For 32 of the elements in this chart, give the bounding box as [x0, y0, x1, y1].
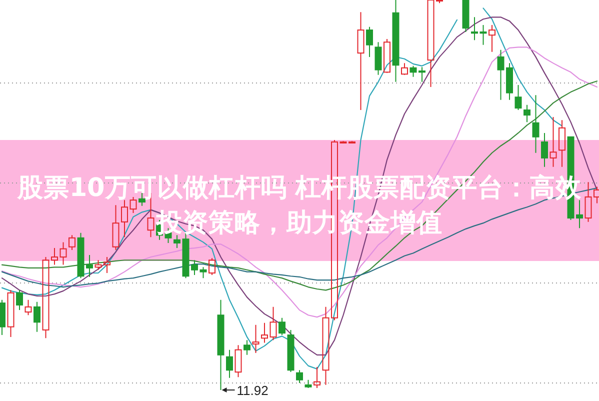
candlestick: [270, 306, 277, 341]
candlestick: [514, 84, 522, 110]
candlestick: [357, 12, 364, 110]
candlestick: [112, 204, 120, 250]
annotation: 11.92: [236, 383, 268, 398]
candlestick: [471, 16, 478, 41]
candlestick: [24, 299, 32, 316]
candlestick: [261, 322, 268, 344]
candlestick: [541, 132, 548, 168]
candlestick: [60, 242, 67, 266]
candlestick: [401, 62, 408, 76]
candlestick: [462, 0, 470, 32]
candlestick: [366, 26, 373, 58]
candlestick: [488, 24, 496, 52]
candlestick: [392, 0, 400, 82]
candlestick: [0, 299, 6, 336]
candlestick: [532, 94, 540, 154]
candlestick: [234, 344, 242, 378]
candlestick: [16, 290, 23, 311]
candlestick: [121, 200, 128, 238]
candlestick: [550, 116, 557, 168]
candlestick: [374, 42, 382, 76]
candlestick: [7, 290, 14, 338]
candlestick: [558, 120, 566, 168]
candlestick: [524, 104, 530, 123]
candlestick: [34, 301, 40, 332]
candlestick: [252, 324, 260, 354]
candlestick: [314, 366, 320, 389]
candlestick: [244, 340, 250, 356]
candlestick: [174, 234, 180, 249]
candlestick: [226, 349, 233, 378]
candlestick: [480, 24, 487, 46]
